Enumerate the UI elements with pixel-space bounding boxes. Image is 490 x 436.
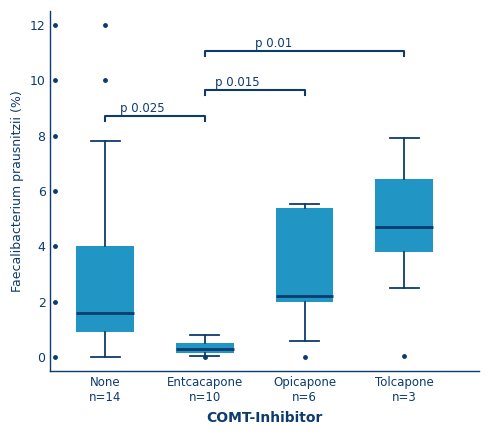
X-axis label: COMT-Inhibitor: COMT-Inhibitor (206, 411, 323, 425)
PathPatch shape (275, 208, 333, 302)
Y-axis label: Faecalibacterium prausnitzii (%): Faecalibacterium prausnitzii (%) (11, 90, 24, 292)
Text: p 0.01: p 0.01 (255, 37, 292, 50)
Text: p 0.015: p 0.015 (215, 75, 259, 89)
PathPatch shape (375, 179, 433, 252)
PathPatch shape (176, 344, 234, 353)
PathPatch shape (76, 246, 134, 332)
Text: p 0.025: p 0.025 (120, 102, 165, 115)
